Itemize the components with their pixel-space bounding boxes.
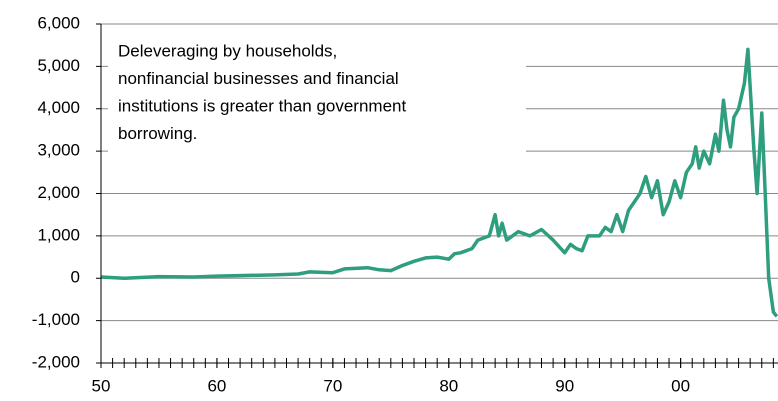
x-tick-label: 50 (92, 376, 111, 395)
y-tick-label: 4,000 (37, 98, 80, 117)
x-tick-label: 80 (439, 376, 458, 395)
annotation-box (108, 34, 526, 162)
y-tick-label: 0 (71, 268, 80, 287)
y-tick-label: -1,000 (32, 310, 80, 329)
x-tick-label: 70 (323, 376, 342, 395)
x-tick-label: 90 (555, 376, 574, 395)
y-tick-label: 1,000 (37, 225, 80, 244)
y-tick-label: 2,000 (37, 183, 80, 202)
annotation: Deleveraging by households, (118, 41, 337, 60)
y-tick-label: -2,000 (32, 352, 80, 371)
y-tick-label: 5,000 (37, 56, 80, 75)
annotation: borrowing. (118, 124, 197, 143)
y-tick-label: 3,000 (37, 141, 80, 160)
annotation: institutions is greater than government (118, 96, 406, 115)
y-tick-label: 6,000 (37, 13, 80, 32)
annotation: nonfinancial businesses and financial (118, 69, 399, 88)
x-tick-label: 60 (207, 376, 226, 395)
line (101, 47, 778, 318)
x-tick-label: 00 (671, 376, 690, 395)
